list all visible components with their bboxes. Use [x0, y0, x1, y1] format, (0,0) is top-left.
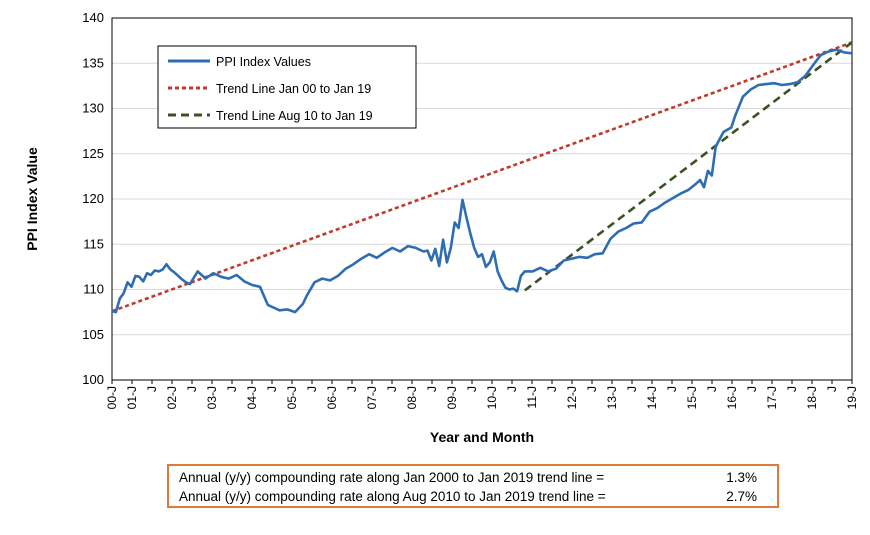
x-tick-label: J — [145, 386, 159, 392]
x-tick-label: 03-J — [205, 386, 219, 409]
rate-row-2010: Annual (y/y) compounding rate along Aug … — [179, 487, 757, 507]
x-tick-label: J — [225, 386, 239, 392]
x-tick-label: 14-J — [645, 386, 659, 409]
x-tick-label: 15-J — [685, 386, 699, 409]
x-tick-label: J — [785, 386, 799, 392]
rate-row-2000: Annual (y/y) compounding rate along Jan … — [179, 468, 757, 488]
x-tick-label: J — [705, 386, 719, 392]
x-tick-label: 12-J — [565, 386, 579, 409]
x-tick-label: J — [185, 386, 199, 392]
legend: PPI Index Values Trend Line Jan 00 to Ja… — [157, 45, 417, 129]
x-tick-label: J — [625, 386, 639, 392]
y-tick-label: 115 — [83, 236, 104, 251]
x-tick-label: J — [265, 386, 279, 392]
x-tick-label: 13-J — [605, 386, 619, 409]
x-tick-label: 01-J — [125, 386, 139, 409]
x-tick-label: 04-J — [245, 386, 259, 409]
x-tick-label: 08-J — [405, 386, 419, 409]
y-tick-label: 140 — [82, 10, 104, 25]
ppi-line-chart: 100 105 110 115 120 125 130 135 140 00-J 01-J J 02-… — [24, 10, 859, 445]
y-tick-label: 125 — [82, 146, 104, 161]
legend-entry-trend-2000: Trend Line Jan 00 to Jan 19 — [216, 82, 371, 96]
x-tick-label: J — [385, 386, 399, 392]
series-line-trend-2010 — [524, 41, 853, 292]
series-line-ppi — [111, 48, 853, 314]
y-tick-label: 120 — [82, 191, 104, 206]
x-tick-label: J — [505, 386, 519, 392]
x-tick-label: J — [585, 386, 599, 392]
x-tick-label: 05-J — [285, 386, 299, 409]
series-layer — [111, 41, 853, 314]
x-tick-label: J — [745, 386, 759, 392]
y-tick-label: 105 — [82, 327, 104, 342]
y-axis-title: PPI Index Value — [24, 147, 40, 251]
x-tick-label: 10-J — [485, 386, 499, 409]
rate-label-2010: Annual (y/y) compounding rate along Aug … — [179, 489, 606, 504]
x-tick-label: J — [305, 386, 319, 392]
x-tick-label: 18-J — [805, 386, 819, 409]
plot-area-border — [111, 17, 853, 381]
x-tick-label: 19-J — [845, 386, 859, 409]
series-line-trend-2000 — [111, 41, 853, 313]
x-tick-label: J — [465, 386, 479, 392]
y-tick-labels: 100 105 110 115 120 125 130 135 140 — [82, 10, 104, 387]
x-tick-label: 00-J — [105, 386, 119, 409]
rate-label-2000: Annual (y/y) compounding rate along Jan … — [179, 470, 605, 485]
legend-entry-trend-2010: Trend Line Aug 10 to Jan 19 — [216, 109, 373, 123]
rate-value-2010: 2.7% — [726, 489, 757, 504]
rate-value-2000: 1.3% — [726, 470, 757, 485]
legend-entry-ppi: PPI Index Values — [216, 55, 311, 69]
y-tick-label: 100 — [82, 372, 104, 387]
x-tick-label: 02-J — [165, 386, 179, 409]
x-tick-label: 16-J — [725, 386, 739, 409]
x-tick-label: J — [665, 386, 679, 392]
x-tick-label: 09-J — [445, 386, 459, 409]
x-tick-label: J — [345, 386, 359, 392]
x-tick-labels: 00-J 01-J J 02-J J 03-J J 04-J J 05-J J 06-J J 07-J J 0… — [105, 380, 859, 409]
x-tick-label: J — [545, 386, 559, 392]
compounding-rates-box: Annual (y/y) compounding rate along Jan … — [167, 464, 779, 508]
x-tick-label: 17-J — [765, 386, 779, 409]
y-tick-label: 135 — [82, 55, 104, 70]
x-tick-label: 07-J — [365, 386, 379, 409]
x-tick-label: 11-J — [525, 386, 539, 408]
x-axis-title: Year and Month — [430, 429, 534, 445]
x-tick-label: 06-J — [325, 386, 339, 409]
x-tick-label: J — [825, 386, 839, 392]
y-tick-label: 110 — [83, 282, 104, 297]
x-tick-label: J — [425, 386, 439, 392]
y-tick-label: 130 — [82, 101, 104, 116]
